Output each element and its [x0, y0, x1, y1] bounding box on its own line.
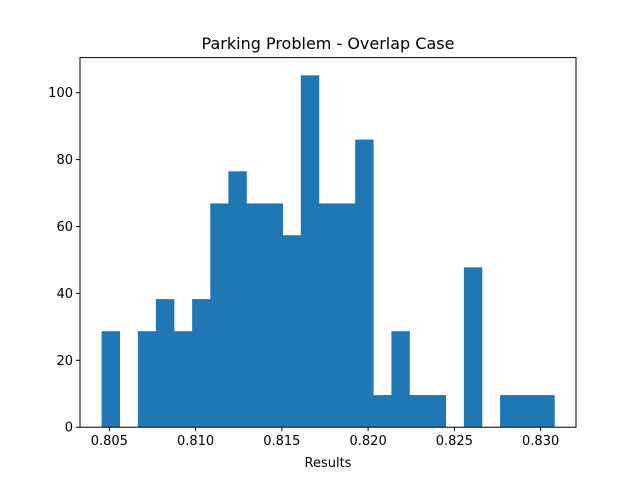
y-tick-label: 40: [56, 287, 73, 302]
histogram-bar: [282, 235, 302, 428]
x-tick-label: 0.825: [436, 434, 473, 449]
histogram-bar: [137, 331, 157, 428]
histogram-bar: [192, 299, 211, 428]
histogram-bar: [427, 395, 447, 428]
histogram-bar: [101, 331, 120, 428]
plot-area-frame: [79, 57, 577, 428]
histogram-bar: [264, 203, 284, 428]
histogram-bar: [300, 75, 320, 428]
y-axis-ticks: 0 20 40 60 80 100: [48, 86, 80, 436]
x-tick-label: 0.815: [263, 434, 300, 449]
x-axis-ticks: 0.805 0.810 0.815 0.820 0.825 0.830: [91, 427, 559, 449]
y-tick-label: 100: [48, 86, 73, 101]
histogram-bar: [409, 395, 428, 428]
histogram-bars: [101, 75, 555, 428]
histogram-bar: [318, 203, 338, 428]
histogram-bar: [391, 331, 410, 428]
histogram-bar: [373, 395, 392, 428]
y-tick-label: 60: [56, 220, 73, 235]
histogram-bar: [355, 139, 374, 428]
chart-title: Parking Problem - Overlap Case: [202, 34, 455, 53]
histogram-bar: [463, 267, 483, 428]
x-tick-label: 0.810: [177, 434, 214, 449]
histogram-bar: [174, 331, 193, 428]
x-tick-label: 0.820: [350, 434, 387, 449]
y-tick-label: 20: [56, 354, 73, 369]
y-tick-label: 0: [65, 421, 73, 436]
x-tick-label: 0.830: [522, 434, 559, 449]
histogram-bar: [536, 395, 555, 428]
x-axis-label: Results: [305, 456, 352, 471]
x-tick-label: 0.805: [91, 434, 128, 449]
histogram-bar: [337, 203, 356, 428]
histogram-bar: [518, 395, 537, 428]
histogram-bar: [246, 203, 265, 428]
histogram-bar: [228, 171, 247, 428]
histogram-bar: [210, 203, 229, 428]
histogram-bar: [500, 395, 519, 428]
y-tick-label: 80: [56, 153, 73, 168]
histogram-bar: [155, 299, 175, 428]
